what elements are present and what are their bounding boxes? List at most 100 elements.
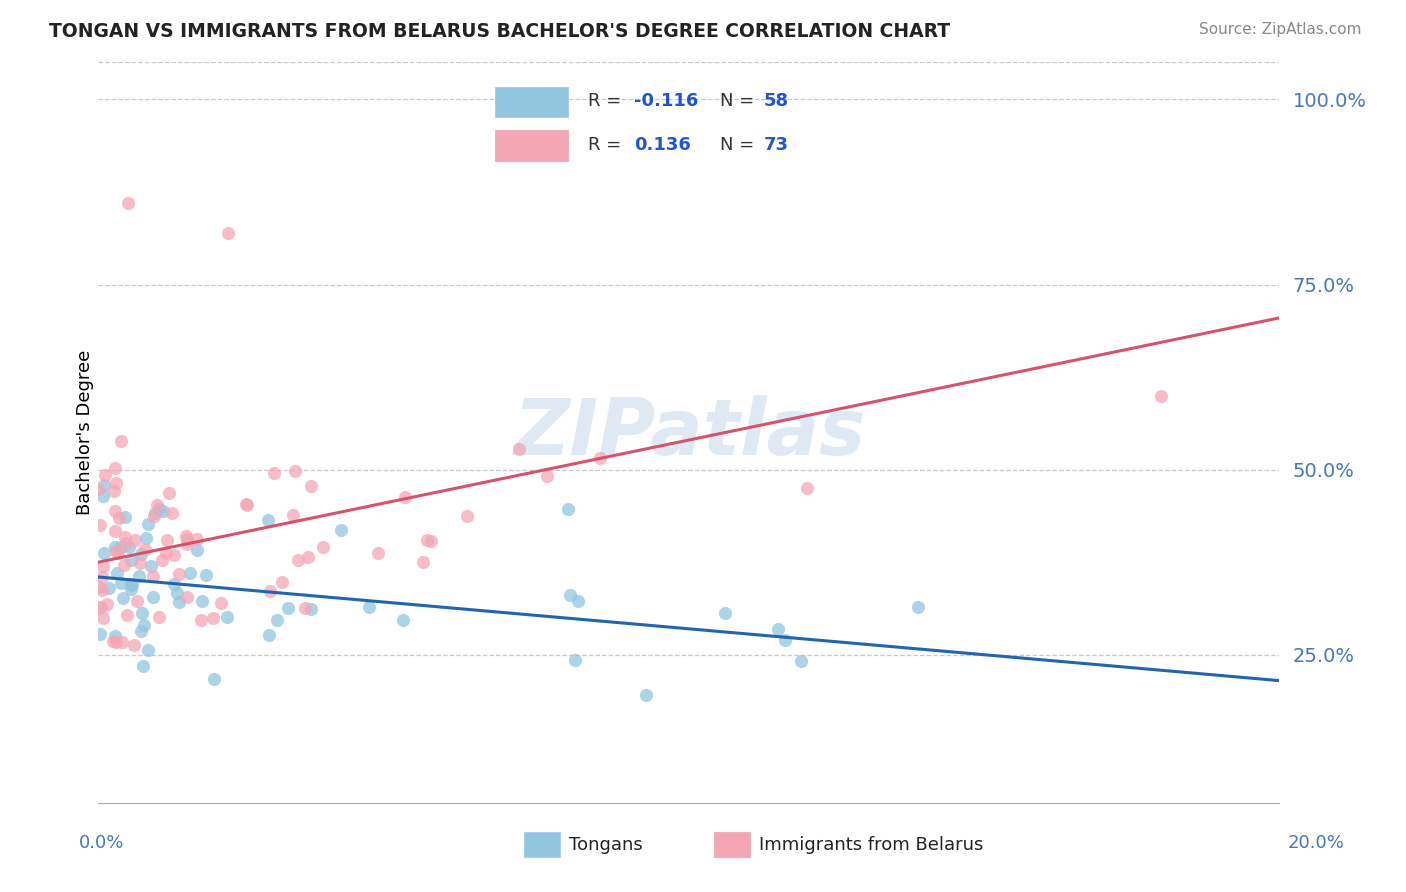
- Point: [148, 501, 170, 516]
- Point: [114, 530, 136, 544]
- Point: [167, 595, 190, 609]
- Text: TONGAN VS IMMIGRANTS FROM BELARUS BACHELOR'S DEGREE CORRELATION CHART: TONGAN VS IMMIGRANTS FROM BELARUS BACHEL…: [49, 22, 950, 41]
- Point: [1150, 389, 1173, 403]
- Point: [142, 509, 165, 524]
- Point: [367, 546, 389, 560]
- Point: [104, 544, 127, 558]
- Point: [179, 566, 201, 580]
- Point: [790, 654, 813, 668]
- Point: [91, 611, 114, 625]
- Point: [87, 580, 110, 594]
- Point: [104, 524, 127, 539]
- Point: [120, 553, 142, 567]
- Point: [89, 627, 111, 641]
- Y-axis label: Bachelor's Degree: Bachelor's Degree: [76, 350, 94, 516]
- FancyBboxPatch shape: [524, 832, 561, 857]
- Point: [89, 600, 111, 615]
- Point: [299, 602, 322, 616]
- Point: [217, 226, 239, 240]
- Point: [259, 584, 281, 599]
- Point: [104, 460, 127, 475]
- Point: [287, 553, 309, 567]
- Point: [134, 618, 156, 632]
- Point: [155, 546, 177, 560]
- Point: [174, 528, 197, 542]
- Point: [456, 509, 478, 524]
- Text: 20.0%: 20.0%: [1288, 834, 1344, 852]
- Point: [775, 632, 797, 647]
- Point: [567, 594, 589, 608]
- Point: [139, 558, 162, 573]
- Text: 0.0%: 0.0%: [79, 834, 124, 852]
- Point: [129, 556, 152, 570]
- Point: [136, 643, 159, 657]
- Point: [589, 450, 612, 465]
- Point: [271, 575, 294, 590]
- Point: [122, 638, 145, 652]
- Point: [281, 508, 304, 522]
- Point: [87, 482, 110, 496]
- Point: [114, 510, 136, 524]
- Point: [277, 601, 299, 615]
- Point: [284, 464, 307, 478]
- Point: [111, 591, 134, 605]
- Point: [105, 635, 128, 649]
- Point: [143, 506, 166, 520]
- Point: [330, 523, 353, 537]
- Point: [110, 540, 132, 554]
- Point: [202, 611, 225, 625]
- Point: [194, 568, 217, 582]
- Point: [104, 504, 127, 518]
- Point: [118, 540, 141, 554]
- Point: [87, 601, 110, 615]
- Point: [120, 576, 142, 591]
- Point: [129, 547, 152, 561]
- Point: [124, 533, 146, 548]
- Point: [108, 511, 131, 525]
- Point: [257, 628, 280, 642]
- Point: [176, 537, 198, 551]
- Point: [93, 468, 115, 483]
- Point: [176, 590, 198, 604]
- Text: Source: ZipAtlas.com: Source: ZipAtlas.com: [1198, 22, 1361, 37]
- Point: [209, 596, 232, 610]
- Point: [176, 532, 198, 546]
- Point: [110, 634, 132, 648]
- Point: [97, 581, 120, 595]
- Point: [297, 550, 319, 565]
- Point: [129, 624, 152, 639]
- Point: [120, 582, 142, 597]
- Point: [190, 613, 212, 627]
- Point: [117, 196, 139, 211]
- Point: [157, 486, 180, 500]
- Point: [91, 558, 114, 573]
- Point: [115, 608, 138, 623]
- Point: [93, 546, 115, 560]
- Point: [299, 478, 322, 492]
- Point: [357, 600, 380, 615]
- Point: [152, 503, 174, 517]
- Point: [419, 534, 441, 549]
- Point: [714, 606, 737, 620]
- Point: [132, 659, 155, 673]
- Point: [508, 442, 530, 457]
- FancyBboxPatch shape: [714, 832, 751, 857]
- Point: [136, 516, 159, 531]
- Point: [564, 653, 586, 667]
- Point: [558, 588, 581, 602]
- Text: Tongans: Tongans: [568, 836, 643, 854]
- Point: [169, 567, 191, 582]
- Point: [796, 481, 818, 495]
- Point: [105, 566, 128, 581]
- Point: [131, 606, 153, 620]
- Point: [91, 570, 114, 584]
- Point: [142, 569, 165, 583]
- Point: [110, 576, 132, 591]
- Point: [103, 484, 125, 499]
- Point: [294, 601, 316, 615]
- Point: [125, 593, 148, 607]
- Point: [392, 613, 415, 627]
- Point: [416, 533, 439, 548]
- Point: [134, 541, 156, 556]
- Point: [91, 582, 114, 597]
